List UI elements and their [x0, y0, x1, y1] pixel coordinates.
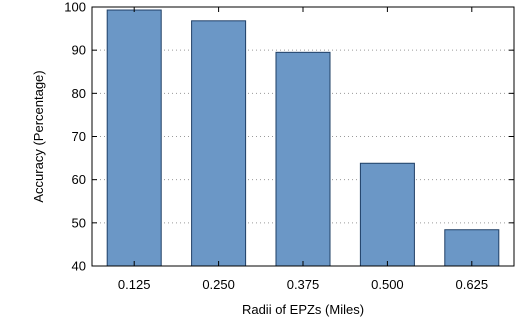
x-tick-label-0.375: 0.375 [287, 277, 320, 292]
bar-0.125 [106, 9, 162, 267]
y-tick-label-60: 60 [72, 172, 86, 187]
y-tick-label-90: 90 [72, 43, 86, 58]
bar-0.500 [359, 162, 415, 267]
y-tick-labels: 40 50 60 70 80 90 100 [64, 0, 86, 274]
x-tick-label-0.125: 0.125 [118, 277, 151, 292]
y-axis-title: Accuracy (Percentage) [31, 70, 46, 202]
x-tick-label-0.625: 0.625 [456, 277, 489, 292]
axis-ticks [92, 6, 514, 267]
x-tick-label-0.500: 0.500 [371, 277, 404, 292]
y-tick-label-80: 80 [72, 86, 86, 101]
bar-0.250 [191, 20, 247, 267]
y-tick-label-100: 100 [64, 0, 86, 15]
y-tick-label-50: 50 [72, 215, 86, 230]
x-axis-title: Radii of EPZs (Miles) [242, 302, 364, 317]
bar-0.625 [444, 229, 500, 267]
x-tick-label-0.250: 0.250 [202, 277, 235, 292]
x-tick-labels: 0.125 0.250 0.375 0.500 0.625 [118, 277, 488, 292]
bar-0.375 [275, 51, 331, 267]
bars [106, 9, 500, 267]
y-tick-label-40: 40 [72, 259, 86, 274]
y-tick-label-70: 70 [72, 129, 86, 144]
